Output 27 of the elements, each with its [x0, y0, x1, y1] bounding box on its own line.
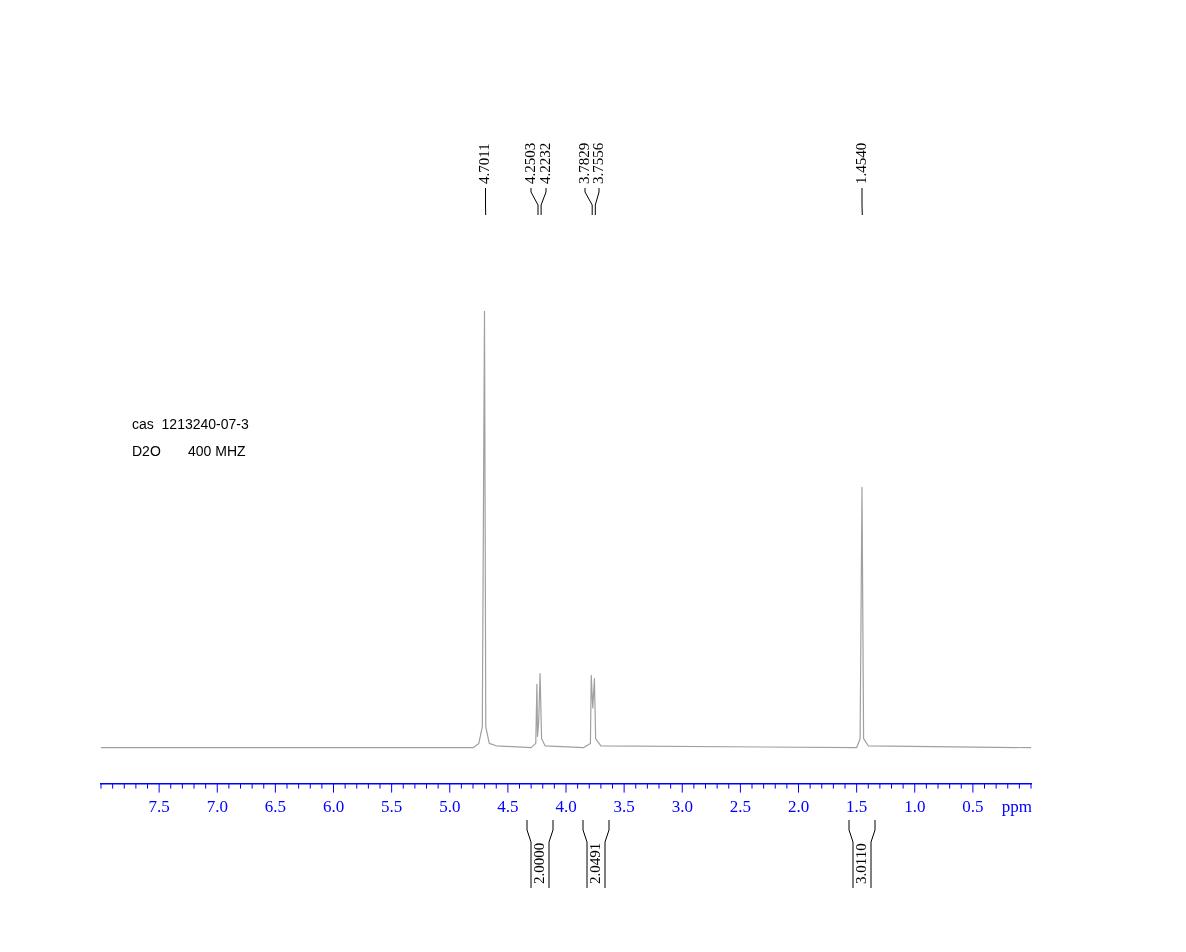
x-tick-label: 2.0 — [787, 797, 810, 817]
x-tick-label: 7.0 — [206, 797, 228, 817]
annotation: cas 1213240-07-3 — [132, 415, 249, 432]
x-tick-label: 2.5 — [729, 797, 751, 817]
text: 3.7829 — [575, 142, 592, 184]
text: 2.0000 — [530, 842, 547, 884]
x-tick-label: 7.5 — [148, 797, 170, 817]
text: 2.0491 — [586, 842, 603, 884]
annotation: D2O 400 MHZ — [132, 442, 247, 459]
text: 4.2503 — [521, 142, 538, 184]
x-tick-label: 4.5 — [497, 797, 519, 817]
x-tick-label: 5.5 — [381, 797, 403, 817]
text: 3.7556 — [589, 142, 606, 184]
x-tick-label: 1.5 — [846, 797, 868, 817]
x-tick-label: 3.5 — [613, 797, 635, 817]
x-tick-label: 6.0 — [322, 797, 345, 817]
x-tick-label: 1.0 — [904, 797, 926, 817]
text: 4.2232 — [536, 142, 553, 184]
x-tick-label: 3.0 — [671, 797, 693, 817]
x-tick-label: 0.5 — [962, 797, 984, 817]
x-tick-label: 5.0 — [439, 797, 461, 817]
x-tick-label: 6.5 — [264, 797, 286, 817]
text: 1.4540 — [852, 142, 869, 184]
text: 3.0110 — [852, 843, 869, 884]
text: 4.7011 — [476, 143, 493, 184]
x-axis-title: ppm — [1001, 797, 1032, 817]
x-tick-label: 4.0 — [555, 797, 577, 817]
